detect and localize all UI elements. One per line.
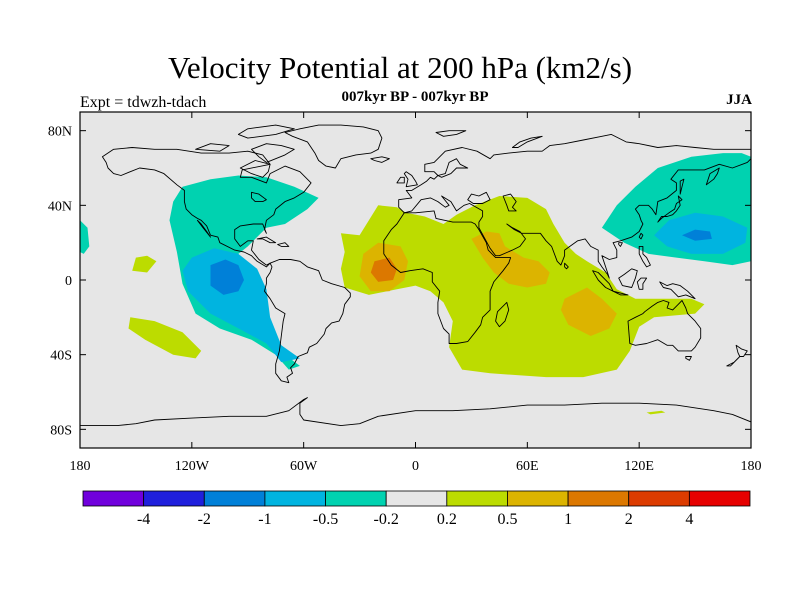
coastline-new-zealand-south [726, 356, 741, 367]
lat-tick-label: 40N [48, 199, 72, 214]
coastline-new-zealand [735, 344, 748, 357]
plot-subtitle: 007kyr BP - 007kyr BP [341, 89, 489, 105]
colorbar-label: 0.2 [437, 511, 457, 528]
colorbar-swatch [567, 490, 630, 507]
lon-tick-label: 120W [175, 459, 210, 474]
lon-tick-label: 120E [624, 459, 654, 474]
colorbar-swatch [264, 490, 326, 507]
lon-tick-label: 0 [412, 459, 419, 474]
coastline-ellesmere [237, 124, 295, 139]
lon-tick-label: 180 [741, 459, 762, 474]
coastline-north-america [101, 147, 312, 268]
coastline-sakhalin [679, 178, 685, 195]
colorbar-label: -2 [198, 511, 211, 528]
coastline-great-lakes [251, 191, 267, 203]
coastline-victoria [195, 143, 230, 152]
coastline-novaya-zemlya [511, 135, 543, 148]
coastline-taiwan [638, 232, 644, 240]
lon-tick-label: 60E [516, 459, 539, 474]
season-label: JJA [726, 92, 752, 108]
coastline-sulawesi [636, 277, 648, 290]
contour-southern-ocean-small-positive [646, 410, 666, 415]
colorbar-swatch [325, 490, 387, 507]
coastline-british-isles [403, 171, 418, 188]
contour-central-pacific-positive [132, 255, 157, 273]
colorbar-label: 4 [685, 511, 693, 528]
coastline-caspian [502, 193, 517, 212]
contour-south-pacific-positive [128, 317, 202, 359]
coastline-hainan [618, 242, 623, 247]
colorbar-swatch [507, 490, 569, 507]
coastlines [80, 124, 751, 427]
coastline-australia [627, 300, 702, 352]
coastline-south-america [264, 259, 351, 384]
colorbar-label: -1 [258, 511, 271, 528]
coastline-philippines [638, 245, 651, 268]
colorbar-swatch [688, 490, 751, 507]
coastline-black-sea [467, 191, 491, 204]
colorbar: -4 -2 -1 -0.5 -0.2 0.2 0.5 1 2 4 [82, 490, 751, 528]
coastline-hispaniola [277, 242, 290, 247]
colorbar-label: -0.5 [313, 511, 338, 528]
lon-tick-label: 180 [70, 459, 91, 474]
coastline-hudson-bay [239, 160, 271, 178]
colorbar-label: -4 [137, 511, 150, 528]
colorbar-swatch [203, 490, 266, 507]
coastline-africa [383, 210, 512, 344]
coastline-sri-lanka [564, 262, 569, 270]
coastline-borneo [618, 268, 638, 288]
experiment-label: Expt = tdwzh-tdach [80, 94, 207, 111]
lat-tick-label: 0 [65, 274, 72, 289]
axis-ticks: 80N 40N 0 40S 80S 180 120W 60W 0 60E 120E 180 [48, 112, 762, 474]
coastline-japan [657, 195, 683, 223]
coastline-antarctica [80, 397, 751, 427]
contour-north-pacific-small-negative [80, 220, 90, 254]
lat-tick-label: 40S [50, 349, 72, 364]
coastline-cuba [256, 236, 277, 244]
coastline-new-guinea [659, 281, 696, 300]
coastline-scandinavia-baltic [437, 158, 469, 178]
coastline-baja [196, 219, 211, 238]
colorbar-swatch [628, 490, 690, 507]
colorbar-label: 0.5 [497, 511, 517, 528]
coastline-ireland [396, 176, 405, 184]
lon-tick-label: 60W [290, 459, 318, 474]
coastline-kamchatka [705, 167, 720, 186]
contour-indian-ocean-moderate-positive [560, 287, 617, 336]
colorbar-swatch [82, 490, 145, 507]
colorbar-label: -0.2 [374, 511, 399, 528]
lat-tick-label: 80S [50, 423, 72, 438]
contour-west-pacific-core [682, 229, 712, 241]
contour-arabia-moderate-positive [471, 231, 550, 288]
colorbar-swatch [143, 490, 205, 507]
colorbar-swatch [385, 490, 448, 507]
anomaly-contours [80, 153, 751, 415]
coastline-greenland [284, 124, 383, 169]
coastline-baffin [251, 143, 295, 163]
coastline-madagascar [495, 301, 510, 328]
coastline-tasmania [685, 356, 692, 361]
colorbar-label: 1 [564, 511, 572, 528]
contour-east-pacific-core [210, 259, 244, 295]
plot-title: Velocity Potential at 200 hPa (km2/s) [167, 50, 633, 85]
colorbar-label: 2 [625, 511, 633, 528]
contour-north-pacific-negative [169, 175, 319, 370]
coastline-iceland [370, 156, 390, 163]
lat-tick-label: 80N [48, 125, 72, 140]
coastline-eurasia [398, 133, 751, 279]
coastline-java [612, 290, 629, 296]
colorbar-swatch [446, 490, 508, 507]
coastline-svalbard [435, 130, 467, 137]
